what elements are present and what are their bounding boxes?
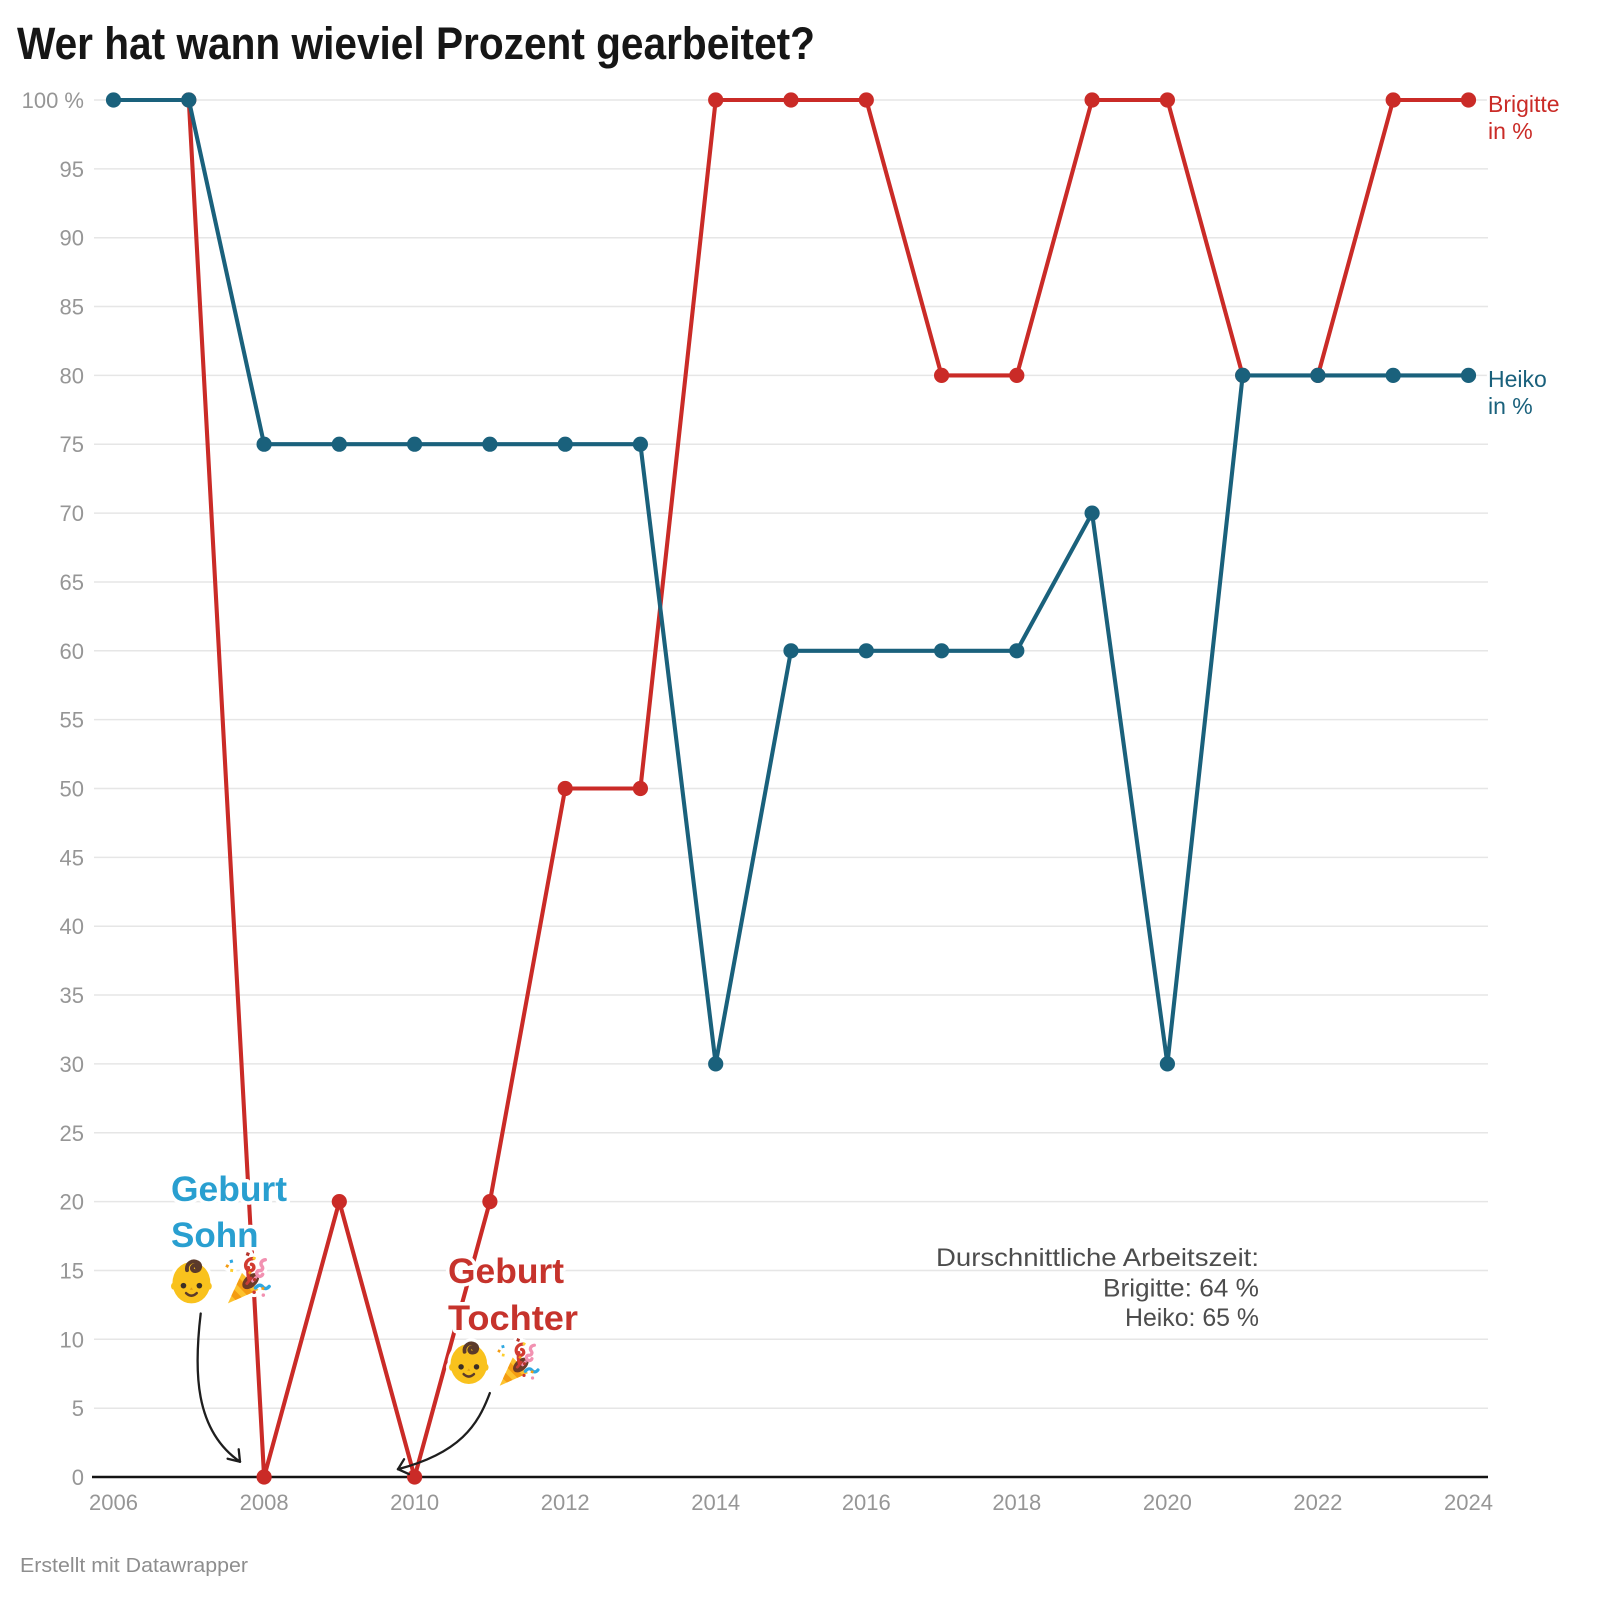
svg-text:Geburt: Geburt xyxy=(171,1170,287,1209)
svg-text:85: 85 xyxy=(60,295,84,320)
svg-text:2022: 2022 xyxy=(1293,1490,1342,1515)
svg-text:30: 30 xyxy=(60,1052,84,1077)
svg-text:20: 20 xyxy=(60,1190,84,1215)
svg-text:Erstellt mit Datawrapper: Erstellt mit Datawrapper xyxy=(20,1555,248,1577)
svg-text:Durschnittliche Arbeitszeit:: Durschnittliche Arbeitszeit: xyxy=(936,1244,1259,1272)
svg-text:95: 95 xyxy=(60,157,84,182)
svg-text:65: 65 xyxy=(60,570,84,595)
svg-text:2010: 2010 xyxy=(390,1490,439,1515)
svg-text:Geburt: Geburt xyxy=(448,1252,564,1291)
svg-text:100 %: 100 % xyxy=(22,88,84,113)
svg-text:2020: 2020 xyxy=(1143,1490,1192,1515)
svg-text:0: 0 xyxy=(72,1465,84,1490)
svg-text:2024: 2024 xyxy=(1444,1490,1493,1515)
svg-text:35: 35 xyxy=(60,983,84,1008)
svg-text:60: 60 xyxy=(60,639,84,664)
svg-text:Brigitte: 64 %: Brigitte: 64 % xyxy=(1103,1275,1259,1303)
svg-text:Tochter: Tochter xyxy=(448,1299,578,1338)
svg-text:15: 15 xyxy=(60,1259,84,1284)
svg-text:in %: in % xyxy=(1488,393,1533,419)
svg-text:50: 50 xyxy=(60,777,84,802)
svg-text:Sohn: Sohn xyxy=(171,1216,258,1255)
svg-text:2008: 2008 xyxy=(240,1490,289,1515)
svg-text:2006: 2006 xyxy=(89,1490,138,1515)
svg-text:Heiko: 65 %: Heiko: 65 % xyxy=(1125,1304,1259,1332)
svg-text:2014: 2014 xyxy=(691,1490,740,1515)
svg-text:80: 80 xyxy=(60,363,84,388)
svg-text:40: 40 xyxy=(60,914,84,939)
svg-text:55: 55 xyxy=(60,708,84,733)
svg-text:Wer hat wann wieviel Prozent g: Wer hat wann wieviel Prozent gearbeitet? xyxy=(17,18,815,69)
svg-text:2016: 2016 xyxy=(842,1490,891,1515)
svg-text:Brigitte: Brigitte xyxy=(1488,91,1560,117)
svg-text:90: 90 xyxy=(60,226,84,251)
svg-text:5: 5 xyxy=(72,1396,84,1421)
svg-text:45: 45 xyxy=(60,845,84,870)
svg-text:75: 75 xyxy=(60,432,84,457)
svg-text:2018: 2018 xyxy=(992,1490,1041,1515)
svg-text:2012: 2012 xyxy=(541,1490,590,1515)
svg-text:10: 10 xyxy=(60,1327,84,1352)
svg-text:in %: in % xyxy=(1488,118,1533,144)
svg-text:25: 25 xyxy=(60,1121,84,1146)
svg-text:70: 70 xyxy=(60,501,84,526)
svg-text:Heiko: Heiko xyxy=(1488,366,1547,392)
